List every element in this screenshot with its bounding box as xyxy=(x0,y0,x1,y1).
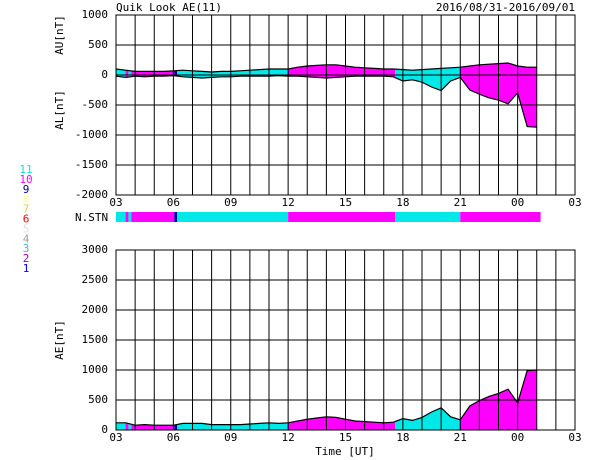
y-tick-label: 1500 xyxy=(82,333,109,346)
y-axis-label: AU[nT] xyxy=(53,15,66,55)
series-line xyxy=(116,369,537,426)
legend-label: 9 xyxy=(23,183,30,196)
y-tick-label: 500 xyxy=(88,38,108,51)
station-segment xyxy=(125,212,129,222)
station-segment xyxy=(128,212,132,222)
y-tick-label: -1000 xyxy=(75,128,108,141)
x-tick-label: 12 xyxy=(282,196,295,209)
station-segment xyxy=(288,212,396,222)
y-tick-label: 2500 xyxy=(82,273,109,286)
x-tick-label: 12 xyxy=(282,431,295,444)
y-axis-label: AE[nT] xyxy=(53,320,66,360)
plot-frame xyxy=(115,14,576,196)
x-tick-label: 18 xyxy=(396,431,409,444)
x-tick-label: 09 xyxy=(224,431,237,444)
legend-label: 6 xyxy=(23,213,30,226)
station-fill xyxy=(288,416,396,430)
station-fill xyxy=(116,422,126,430)
station-fill xyxy=(125,70,129,78)
x-tick-label: 03 xyxy=(568,196,581,209)
chart-title: Quik Look AE(11) xyxy=(116,1,222,14)
y-tick-label: -1500 xyxy=(75,158,108,171)
x-tick-label: 03 xyxy=(568,431,581,444)
x-tick-label: 06 xyxy=(167,196,180,209)
station-fill xyxy=(128,423,132,430)
x-tick-label: 00 xyxy=(511,196,524,209)
y-tick-label: 1000 xyxy=(82,363,109,376)
station-fill xyxy=(395,407,461,430)
station-segment xyxy=(116,212,126,222)
x-tick-label: 18 xyxy=(396,196,409,209)
station-segment xyxy=(174,212,178,222)
x-tick-label: 21 xyxy=(454,431,467,444)
legend-label: 8 xyxy=(23,193,30,206)
station-segment xyxy=(395,212,461,222)
x-tick-label: 15 xyxy=(339,431,352,444)
strip-label: N.STN xyxy=(75,211,108,224)
legend-label: 4 xyxy=(23,232,30,245)
legend-label: 7 xyxy=(23,203,30,216)
series-line xyxy=(115,74,537,128)
station-segment xyxy=(177,212,289,222)
legend-label: 1 xyxy=(23,262,30,275)
x-tick-label: 21 xyxy=(454,196,467,209)
station-fill xyxy=(125,422,129,430)
station-segment xyxy=(131,212,175,222)
y-tick-label: -500 xyxy=(82,98,109,111)
x-tick-label: 03 xyxy=(109,196,122,209)
x-tick-label: 06 xyxy=(167,431,180,444)
x-tick-label: 15 xyxy=(339,196,352,209)
y-tick-label: 1000 xyxy=(82,8,109,21)
x-tick-label: 09 xyxy=(224,196,237,209)
y-tick-label: 500 xyxy=(88,393,108,406)
x-tick-label: 00 xyxy=(511,431,524,444)
y-tick-label: 2000 xyxy=(82,303,109,316)
legend-label: 3 xyxy=(23,242,30,255)
plot-frame xyxy=(115,249,576,431)
y-axis-label: AL[nT] xyxy=(53,90,66,130)
legend-label: 2 xyxy=(23,252,30,265)
station-fill xyxy=(174,424,178,430)
legend-label: 5 xyxy=(23,222,30,235)
series-line xyxy=(115,62,537,73)
y-tick-label: -2000 xyxy=(75,188,108,201)
x-tick-label: 03 xyxy=(109,431,122,444)
y-tick-label: 0 xyxy=(101,68,108,81)
x-axis-label: Time [UT] xyxy=(315,445,375,458)
station-fill xyxy=(177,422,289,430)
chart-subtitle: 2016/08/31-2016/09/01 xyxy=(436,1,575,14)
legend-label: 10 xyxy=(19,173,32,186)
station-segment xyxy=(460,212,541,222)
y-tick-label: 0 xyxy=(101,423,108,436)
legend-label: 11 xyxy=(19,163,32,176)
y-tick-label: 3000 xyxy=(82,243,109,256)
station-fill xyxy=(395,67,461,91)
